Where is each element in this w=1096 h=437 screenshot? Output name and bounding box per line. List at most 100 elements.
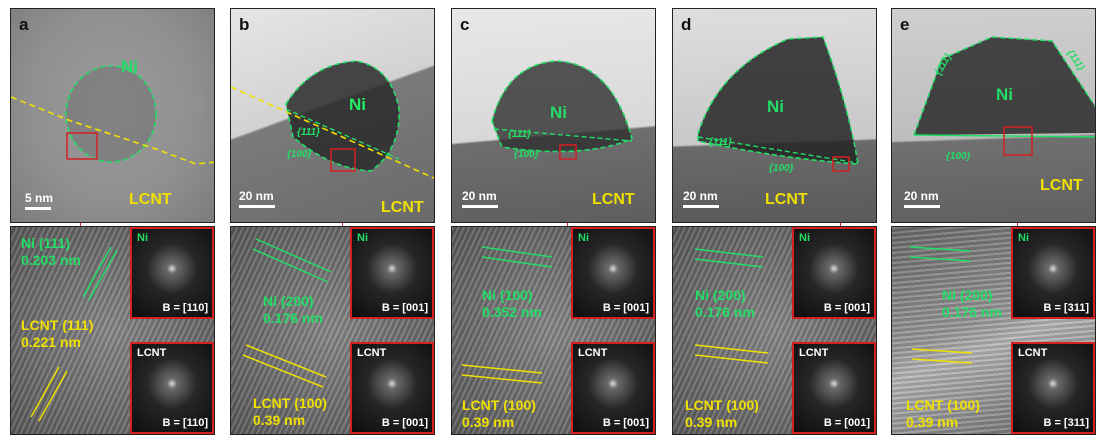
ni-spacing-label: Ni (200) 0.176 nm [942, 287, 1002, 320]
facet-line [697, 136, 859, 164]
overlay-c [491, 60, 633, 160]
panel-e: e Ni {111} {111} {100} LCNT 20 nm Ni (20… [891, 8, 1096, 435]
tem-image-e: e Ni {111} {111} {100} LCNT 20 nm [891, 8, 1096, 223]
connector-arrow [1017, 223, 1018, 228]
lcnt-spacing-label: LCNT (111) 0.221 nm [21, 317, 94, 350]
connector-arrow [840, 223, 841, 228]
ni-particle [492, 61, 632, 152]
scale-bar: 20 nm [683, 189, 719, 208]
facet-line [493, 128, 633, 142]
ni-label: Ni [121, 57, 138, 76]
facet-label: {111} [508, 129, 531, 140]
fft-inset-ni: Ni B = [110] [130, 227, 214, 319]
panel-b: b Ni {111} {100} LCNT 20 nm Ni (200) 0.17… [230, 8, 435, 435]
fft-inset-ni: Ni B = [001] [571, 227, 655, 319]
ni-label: Ni [767, 97, 784, 116]
fft-inset-ni: Ni B = [001] [350, 227, 434, 319]
highlight-box [832, 156, 850, 172]
ni-outline [285, 60, 400, 172]
highlight-box [66, 132, 98, 160]
ni-spacing-label: Ni (100) 0.352 nm [482, 287, 542, 320]
scale-text: 20 nm [683, 189, 718, 203]
connector-arrow [80, 223, 81, 228]
overlay-b [231, 60, 434, 179]
ni-particle [698, 37, 858, 164]
hrtem-image-b: Ni (200) 0.176 nm LCNT (100) 0.39 nm Ni B =… [230, 226, 435, 435]
highlight-box [1003, 126, 1033, 156]
lcnt-label: LCNT [381, 199, 424, 216]
lcnt-spacing-label: LCNT (100) 0.39 nm [685, 397, 759, 430]
hrtem-image-d: Ni (200) 0.176 nm LCNT (100) 0.39 nm Ni B =… [672, 226, 877, 435]
lcnt-label: LCNT [592, 191, 635, 208]
interface-line [231, 86, 434, 179]
hr-lines-a [30, 246, 118, 422]
ni-particle [914, 37, 1095, 135]
scale-line [25, 207, 51, 210]
fft-inset-lcnt: LCNT B = [311] [1011, 342, 1095, 434]
panel-d: d Ni {111} {100} LCNT 20 nm Ni (200) 0.17… [672, 8, 877, 435]
fft-inset-lcnt: LCNT B = [110] [130, 342, 214, 434]
hrtem-image-e: Ni (200) 0.176 nm LCNT (100) 0.39 nm Ni B =… [891, 226, 1096, 435]
scale-bar: 20 nm [239, 189, 275, 208]
fft-inset-lcnt: LCNT B = [001] [792, 342, 876, 434]
panel-c: c Ni {111} {100} LCNT 20 nm Ni (100) 0.35… [451, 8, 656, 435]
lcnt-label: LCNT [765, 191, 808, 208]
interface-line [11, 96, 214, 165]
scale-line [904, 205, 940, 208]
lcnt-spacing-label: LCNT (100) 0.39 nm [906, 397, 980, 430]
facet-label: {100} [514, 149, 539, 160]
overlay-d [697, 36, 859, 172]
facet-label: {111} [709, 137, 732, 148]
tem-image-a: a Ni LCNT 5 nm [10, 8, 215, 223]
scale-line [683, 205, 719, 208]
facet-label: {111} [297, 127, 320, 138]
scale-text: 20 nm [462, 189, 497, 203]
connector-arrow [342, 223, 343, 228]
panel-letter: d [681, 15, 692, 34]
facet-line [913, 134, 1095, 138]
tem-image-c: c Ni {111} {100} LCNT 20 nm [451, 8, 656, 223]
facet-line [285, 108, 400, 160]
overlay-e [913, 36, 1095, 156]
hr-lines-e [909, 246, 973, 364]
hrtem-image-c: Ni (100) 0.352 nm LCNT (100) 0.39 nm Ni B =… [451, 226, 656, 435]
panel-letter: c [460, 15, 470, 34]
scale-bar: 20 nm [904, 189, 940, 208]
tem-image-b: b Ni {111} {100} LCNT 20 nm [230, 8, 435, 223]
ni-label: Ni [349, 95, 366, 114]
connector-arrow [567, 223, 568, 228]
fft-inset-ni: Ni B = [001] [792, 227, 876, 319]
hrtem-image-a: Ni (111) 0.203 nm LCNT (111) 0.221 nm Ni B … [10, 226, 215, 435]
hr-lines-c [461, 246, 553, 384]
highlight-box [559, 144, 577, 160]
ni-label: Ni [550, 103, 567, 122]
fft-inset-ni: Ni B = [311] [1011, 227, 1095, 319]
ni-particle [66, 66, 156, 162]
hr-lines-b [242, 238, 332, 388]
scale-line [462, 205, 498, 208]
ni-spacing-label: Ni (200) 0.176 nm [695, 287, 755, 320]
panel-letter: e [900, 15, 910, 34]
overlay-a [11, 65, 214, 165]
ni-particle [286, 61, 400, 171]
hr-lines-d [694, 248, 769, 364]
facet-label: {100} [769, 163, 794, 174]
scale-bar: 5 nm [25, 191, 53, 210]
panel-letter: a [19, 15, 29, 34]
lcnt-label: LCNT [129, 191, 172, 208]
facet-label: {100} [946, 151, 971, 162]
scale-text: 5 nm [25, 191, 54, 205]
scale-line [239, 205, 275, 208]
ni-outline [491, 60, 633, 153]
panel-a: a Ni LCNT 5 nm Ni (111) 0.203 nm LCNT (11… [10, 8, 215, 435]
tem-image-d: d Ni {111} {100} LCNT 20 nm [672, 8, 877, 223]
scale-text: 20 nm [904, 189, 939, 203]
ni-spacing-label: Ni (111) 0.203 nm [21, 235, 81, 268]
lcnt-spacing-label: LCNT (100) 0.39 nm [253, 395, 327, 428]
ni-label: Ni [996, 85, 1013, 104]
ni-spacing-label: Ni (200) 0.176 nm [263, 293, 323, 326]
panel-letter: b [239, 15, 250, 34]
scale-bar: 20 nm [462, 189, 498, 208]
facet-label: {100} [287, 149, 312, 160]
fft-inset-lcnt: LCNT B = [001] [350, 342, 434, 434]
